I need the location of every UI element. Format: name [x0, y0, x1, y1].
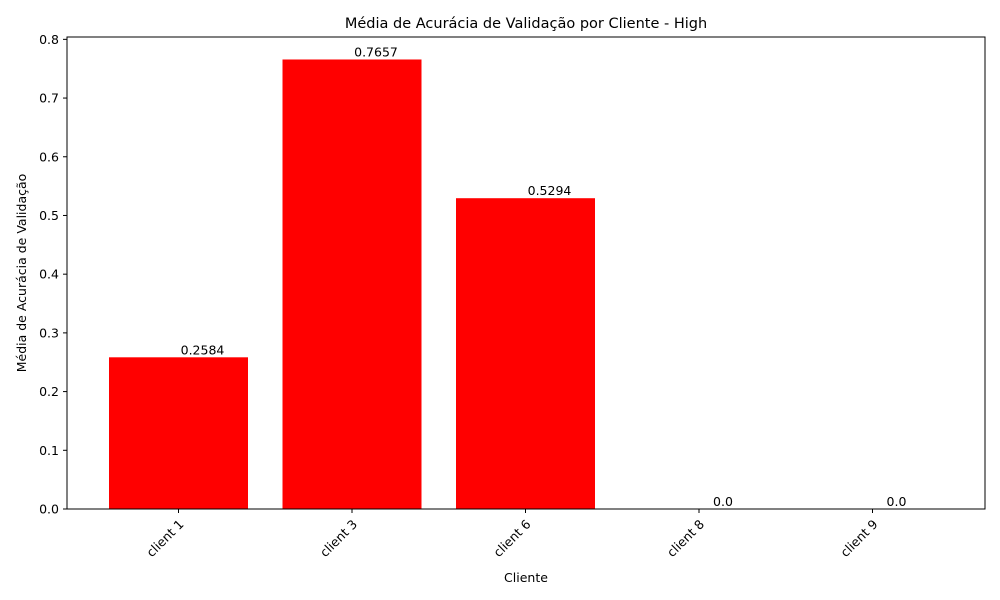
y-tick-label: 0.7	[39, 91, 59, 106]
bar-value-label: 0.0	[887, 494, 907, 509]
y-axis-label: Média de Acurácia de Validação	[14, 174, 29, 373]
y-tick-label: 0.6	[39, 149, 59, 164]
bar-value-label: 0.7657	[354, 44, 398, 59]
x-tick-label: client 9	[837, 516, 880, 559]
y-tick-label: 0.8	[39, 32, 59, 47]
bar-value-label: 0.0	[713, 494, 733, 509]
x-tick-label: client 8	[664, 516, 707, 559]
y-tick-label: 0.0	[39, 502, 59, 517]
y-tick-label: 0.4	[39, 267, 59, 282]
x-axis-label: Cliente	[504, 570, 548, 585]
chart-title: Média de Acurácia de Validação por Clien…	[345, 16, 707, 32]
y-tick-label: 0.3	[39, 325, 59, 340]
bar-value-label: 0.5294	[528, 183, 572, 198]
bar	[456, 198, 595, 510]
bar	[282, 59, 422, 509]
x-tick-label: client 6	[490, 516, 533, 559]
x-tick-label: client 1	[143, 517, 186, 560]
x-tick-label: client 3	[317, 517, 360, 560]
bars-group	[109, 59, 595, 510]
y-tick-label: 0.5	[39, 208, 59, 223]
bar-labels-group: 0.2584 0.7657 0.5294 0.0 0.0	[181, 44, 907, 509]
x-axis-ticks: client 1 client 3 client 6 client 8 client 9	[143, 509, 881, 560]
bar-value-label: 0.2584	[181, 342, 225, 357]
y-axis-ticks: 0.0 0.1 0.2 0.3 0.4 0.5 0.6 0.7 0.8	[39, 32, 67, 517]
bar	[109, 357, 248, 509]
y-tick-label: 0.2	[39, 384, 59, 399]
y-tick-label: 0.1	[39, 443, 59, 458]
